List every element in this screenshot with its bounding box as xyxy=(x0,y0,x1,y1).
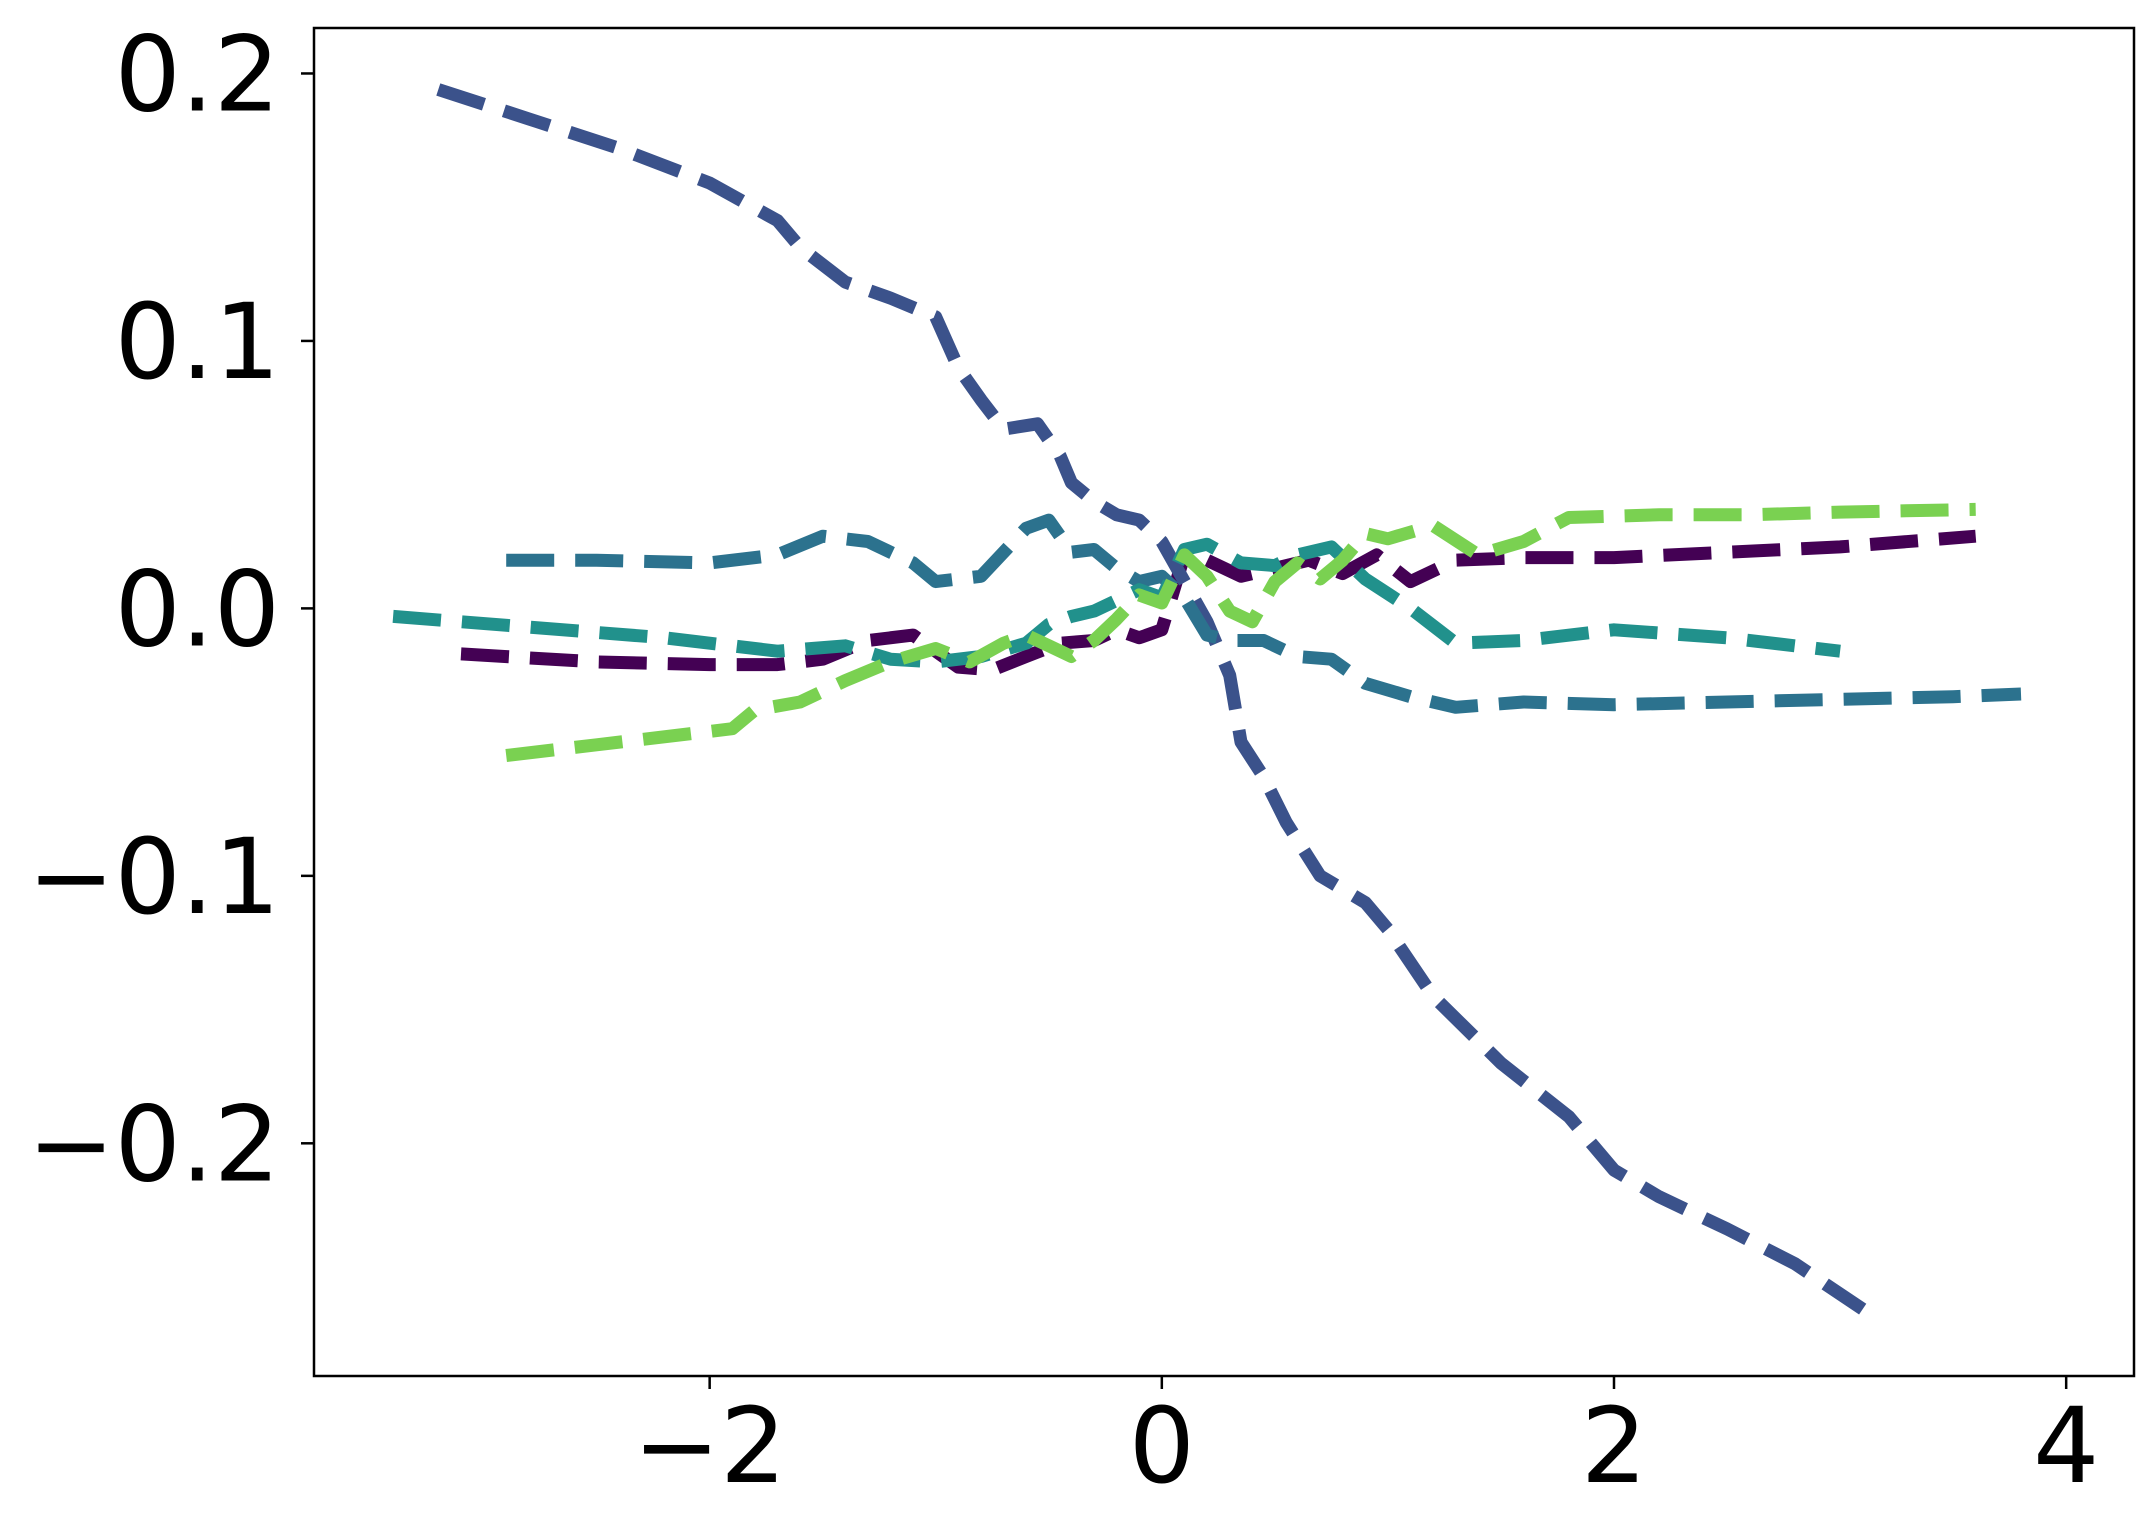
series-line-2 xyxy=(436,83,1867,1315)
x-axis: −2 0 2 4 xyxy=(633,1376,2099,1507)
series-line-3 xyxy=(506,513,2022,714)
plot-frame xyxy=(312,26,2136,1378)
series-layer xyxy=(392,83,2022,1315)
x-tick-label: −2 xyxy=(633,1385,786,1507)
y-tick-label: −0.2 xyxy=(27,1083,280,1205)
y-axis: 0.2 0.1 0.0 −0.1 −0.2 xyxy=(27,13,314,1205)
x-tick-label: 4 xyxy=(2033,1385,2099,1507)
y-tick-label: 0.0 xyxy=(115,548,280,670)
y-tick-label: 0.1 xyxy=(115,281,280,403)
x-tick-label: 2 xyxy=(1581,1385,1647,1507)
y-tick-label: −0.1 xyxy=(27,816,280,938)
y-tick-label: 0.2 xyxy=(115,13,280,135)
x-tick-label: 0 xyxy=(1129,1385,1195,1507)
series-line-1 xyxy=(460,529,1977,677)
